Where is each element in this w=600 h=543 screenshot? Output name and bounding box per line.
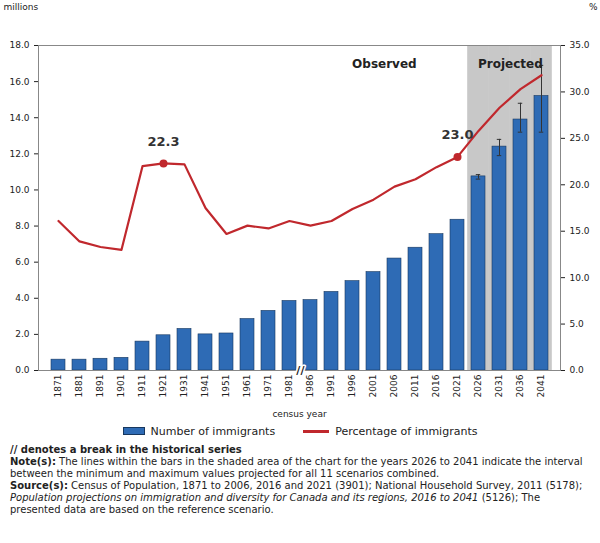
svg-text:2016: 2016 bbox=[431, 374, 441, 397]
svg-text:1871: 1871 bbox=[53, 375, 63, 398]
svg-text:2006: 2006 bbox=[389, 374, 399, 397]
html-text:Source(s): Census of Populatio: Source(s): Census of Population, 1871 to… bbox=[10, 480, 583, 491]
svg-text:2026: 2026 bbox=[473, 374, 483, 397]
svg-text:Observed: Observed bbox=[352, 57, 417, 71]
svg-text:1901: 1901 bbox=[116, 375, 126, 398]
svg-text:35.0: 35.0 bbox=[570, 40, 590, 50]
html-text:// denotes a break in the hist: // denotes a break in the historical ser… bbox=[10, 444, 242, 455]
html-text:Note(s): The lines within the: Note(s): The lines within the bars in th… bbox=[10, 456, 583, 479]
svg-text:1881: 1881 bbox=[74, 375, 84, 398]
svg-text:1986: 1986 bbox=[305, 374, 315, 397]
svg-text:1996: 1996 bbox=[347, 374, 357, 397]
svg-text:1941: 1941 bbox=[200, 375, 210, 398]
svg-text:22.3: 22.3 bbox=[147, 134, 179, 149]
svg-text:2036: 2036 bbox=[515, 374, 525, 397]
html-text:Population projections on immi: Population projections on immigration an… bbox=[10, 492, 541, 515]
html-text:Number of immigrants: Number of immigrants bbox=[150, 424, 276, 438]
svg-text:2001: 2001 bbox=[368, 375, 378, 398]
svg-text:10.0: 10.0 bbox=[570, 273, 590, 283]
svg-text:2.0: 2.0 bbox=[15, 329, 30, 339]
svg-text:25.0: 25.0 bbox=[570, 133, 590, 143]
svg-text:%: % bbox=[589, 2, 598, 12]
svg-text:2031: 2031 bbox=[494, 375, 504, 398]
svg-text:1971: 1971 bbox=[263, 375, 273, 398]
html-text:Percentage of immigrants: Percentage of immigrants bbox=[335, 424, 478, 438]
svg-text:1991: 1991 bbox=[326, 375, 336, 398]
svg-text:1951: 1951 bbox=[221, 375, 231, 398]
svg-text:2041: 2041 bbox=[536, 375, 546, 398]
svg-text:census year: census year bbox=[272, 409, 327, 419]
svg-text:6.0: 6.0 bbox=[15, 257, 30, 267]
svg-text:1931: 1931 bbox=[179, 375, 189, 398]
svg-text:millions: millions bbox=[4, 2, 39, 12]
svg-text:1981: 1981 bbox=[284, 375, 294, 398]
svg-text:20.0: 20.0 bbox=[570, 180, 590, 190]
svg-text:14.0: 14.0 bbox=[9, 113, 29, 123]
svg-text:16.0: 16.0 bbox=[9, 76, 29, 86]
svg-text:1911: 1911 bbox=[137, 375, 147, 398]
svg-text:12.0: 12.0 bbox=[9, 149, 29, 159]
svg-text:30.0: 30.0 bbox=[570, 87, 590, 97]
svg-text://: // bbox=[296, 364, 305, 377]
svg-text:2021: 2021 bbox=[452, 375, 462, 398]
svg-text:0.0: 0.0 bbox=[15, 365, 30, 375]
svg-text:15.0: 15.0 bbox=[570, 226, 590, 236]
svg-text:Projected: Projected bbox=[478, 57, 543, 71]
svg-text:0.0: 0.0 bbox=[570, 365, 585, 375]
svg-text:2011: 2011 bbox=[410, 375, 420, 398]
svg-text:5.0: 5.0 bbox=[570, 319, 585, 329]
svg-text:1921: 1921 bbox=[158, 375, 168, 398]
svg-text:10.0: 10.0 bbox=[9, 185, 29, 195]
svg-text:1961: 1961 bbox=[242, 375, 252, 398]
svg-text:4.0: 4.0 bbox=[15, 293, 30, 303]
svg-text:18.0: 18.0 bbox=[9, 40, 29, 50]
svg-text:8.0: 8.0 bbox=[15, 221, 30, 231]
svg-text:23.0: 23.0 bbox=[441, 127, 473, 142]
svg-text:1891: 1891 bbox=[95, 375, 105, 398]
